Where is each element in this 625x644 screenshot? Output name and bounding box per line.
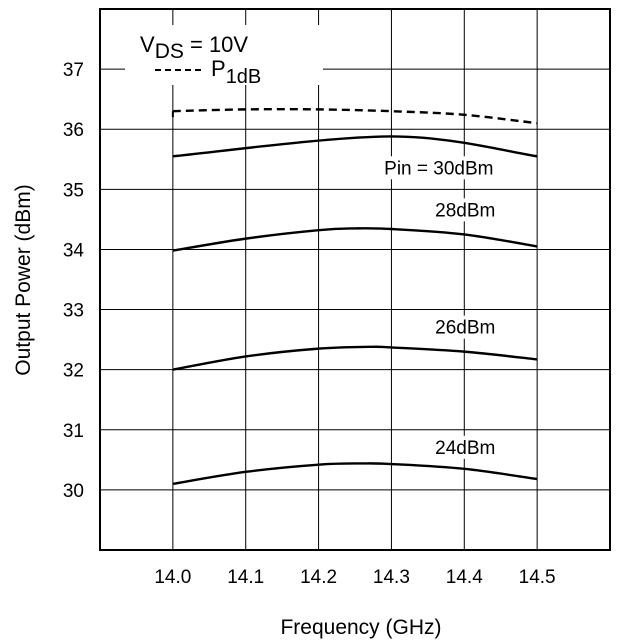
series-line bbox=[172, 107, 538, 125]
x-tick-label: 14.5 bbox=[519, 567, 556, 588]
y-tick-label: 35 bbox=[63, 180, 84, 201]
legend-condition-sub: DS bbox=[155, 40, 184, 63]
y-tick-label: 37 bbox=[63, 60, 84, 81]
series-label-background bbox=[433, 435, 492, 459]
y-tick-label: 32 bbox=[63, 361, 84, 382]
series-line bbox=[172, 227, 538, 252]
series-line bbox=[172, 462, 538, 486]
y-tick-label: 30 bbox=[63, 481, 84, 502]
series-label: Pin = 30dBm bbox=[384, 158, 493, 179]
series-label-background bbox=[382, 156, 505, 180]
series-label-background bbox=[433, 315, 492, 339]
legend-background bbox=[125, 25, 323, 85]
plot-frame bbox=[99, 8, 611, 551]
series-label-background bbox=[433, 198, 492, 222]
series-label: 24dBm bbox=[435, 438, 495, 459]
legend-condition-value: = 10V bbox=[184, 32, 249, 57]
series-label: 28dBm bbox=[435, 200, 495, 221]
x-tick-label: 14.4 bbox=[446, 567, 483, 588]
y-tick-label: 34 bbox=[63, 240, 85, 261]
y-axis-label: Output Power (dBm) bbox=[12, 184, 35, 375]
series-label: 26dBm bbox=[435, 318, 495, 339]
y-tick-label: 31 bbox=[63, 421, 84, 442]
series-line bbox=[172, 345, 538, 371]
grid-lines bbox=[100, 9, 610, 550]
y-tick-label: 36 bbox=[63, 120, 84, 141]
x-tick-label: 14.0 bbox=[154, 567, 191, 588]
legend-condition: VDS = 10V bbox=[140, 32, 248, 63]
legend-p1db: P1dB bbox=[211, 56, 261, 88]
series-lines: Pin = 30dBm 28dBm 26dBm 24dBm bbox=[171, 107, 538, 486]
x-tick-label: 14.1 bbox=[227, 567, 264, 588]
legend-condition-main: V bbox=[140, 32, 155, 57]
legend-p1db-main: P bbox=[211, 56, 226, 81]
series-line bbox=[172, 135, 538, 158]
x-axis-label: Frequency (GHz) bbox=[280, 616, 441, 639]
x-tick-label: 14.2 bbox=[300, 567, 337, 588]
legend-p1db-sub: 1dB bbox=[226, 66, 262, 88]
x-tick-label: 14.3 bbox=[373, 567, 410, 588]
y-tick-label: 33 bbox=[63, 301, 84, 322]
tick-labels: 14.0 14.1 14.2 14.3 14.4 14.5 30 31 32 33 34 35 36 37 bbox=[63, 60, 556, 588]
